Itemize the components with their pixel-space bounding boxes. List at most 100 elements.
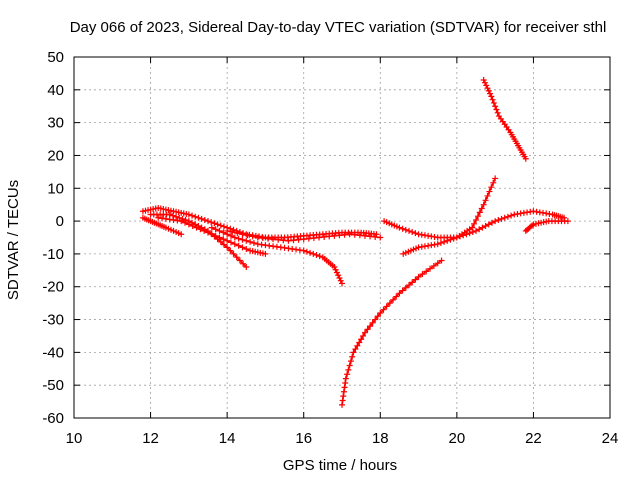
data-point-marker xyxy=(561,214,568,221)
data-point-marker xyxy=(488,93,495,100)
data-point-marker xyxy=(492,218,499,225)
data-point-marker xyxy=(495,216,502,223)
data-point-marker xyxy=(406,227,412,234)
plot-border xyxy=(73,56,611,419)
data-point-marker xyxy=(482,197,489,204)
data-point-marker xyxy=(189,223,196,230)
y-tick-label: 50 xyxy=(47,49,64,66)
data-point-marker xyxy=(201,227,208,234)
data-point-marker xyxy=(356,339,363,346)
data-point-marker xyxy=(402,226,409,233)
data-point-marker xyxy=(189,212,196,219)
data-point-marker xyxy=(485,87,492,94)
y-tick-label: -30 xyxy=(42,312,64,329)
data-point-marker xyxy=(345,366,352,373)
data-point-marker xyxy=(474,213,481,220)
data-point-marker xyxy=(205,229,211,236)
data-point-marker xyxy=(220,229,227,236)
data-point-marker xyxy=(364,326,371,333)
data-point-marker xyxy=(185,221,192,228)
x-tick-label: 16 xyxy=(295,430,312,447)
data-point-marker xyxy=(487,90,494,97)
series-line xyxy=(402,177,496,255)
data-point-marker xyxy=(295,236,302,243)
data-point-marker xyxy=(313,252,320,259)
series-arc-6 xyxy=(224,227,384,244)
data-point-marker xyxy=(450,235,457,242)
y-tick-label: -60 xyxy=(42,410,64,427)
data-point-marker xyxy=(489,96,496,103)
data-point-marker xyxy=(490,99,497,106)
data-point-marker xyxy=(406,282,412,289)
series-layer xyxy=(139,76,571,408)
data-point-marker xyxy=(492,103,499,110)
data-point-marker xyxy=(396,290,403,297)
data-point-marker xyxy=(231,234,238,241)
data-point-marker xyxy=(360,332,367,339)
data-point-marker xyxy=(212,226,219,233)
data-point-marker xyxy=(377,309,384,316)
data-point-marker xyxy=(235,242,242,249)
data-point-marker xyxy=(351,231,358,238)
series-arc-8 xyxy=(381,208,568,241)
y-axis-label: SDTVAR / TECUs xyxy=(5,180,22,300)
data-point-marker xyxy=(337,277,344,284)
data-point-marker xyxy=(352,346,359,353)
data-point-marker xyxy=(480,76,487,83)
data-point-marker xyxy=(217,222,224,229)
data-point-marker xyxy=(211,220,218,227)
data-point-marker xyxy=(339,280,345,287)
x-tick-label: 18 xyxy=(372,430,389,447)
data-point-marker xyxy=(326,233,333,240)
data-point-marker xyxy=(336,274,343,281)
data-point-marker xyxy=(208,219,215,226)
y-tick-label: -40 xyxy=(42,344,64,361)
data-point-marker xyxy=(227,232,234,239)
data-point-marker xyxy=(307,249,314,256)
data-point-marker xyxy=(380,306,387,313)
data-point-marker xyxy=(342,379,349,386)
y-tick-label: -20 xyxy=(42,279,64,296)
data-point-marker xyxy=(216,227,223,234)
data-point-marker xyxy=(303,248,310,255)
data-point-marker xyxy=(485,221,492,228)
data-point-marker xyxy=(249,233,256,240)
y-tick-label: 20 xyxy=(47,147,64,164)
data-point-marker xyxy=(481,79,488,86)
data-point-marker xyxy=(346,362,353,369)
data-point-marker xyxy=(339,401,345,408)
data-point-marker xyxy=(437,239,444,246)
data-point-marker xyxy=(192,213,199,220)
data-point-marker xyxy=(402,284,409,291)
x-tick-label: 10 xyxy=(66,430,83,447)
series-arc-9 xyxy=(400,175,499,257)
data-point-marker xyxy=(178,218,185,225)
plot-frame xyxy=(73,56,611,419)
data-point-marker xyxy=(478,205,485,212)
data-point-marker xyxy=(412,230,419,237)
data-point-marker xyxy=(201,216,208,223)
data-point-marker xyxy=(335,272,342,279)
data-point-marker xyxy=(316,234,323,241)
data-point-marker xyxy=(399,225,406,232)
data-point-marker xyxy=(208,231,215,238)
data-point-marker xyxy=(331,232,338,239)
data-point-marker xyxy=(346,231,353,238)
data-point-marker xyxy=(189,219,196,226)
data-point-marker xyxy=(214,221,221,228)
data-point-marker xyxy=(444,237,451,244)
series-arc-5 xyxy=(208,224,345,287)
data-point-marker xyxy=(377,234,384,241)
series-arc-10 xyxy=(522,218,571,234)
data-point-marker xyxy=(383,303,390,310)
data-point-marker xyxy=(339,397,346,404)
data-point-marker xyxy=(212,232,219,239)
data-point-marker xyxy=(390,296,397,303)
chart-title: Day 066 of 2023, Sidereal Day-to-day VTE… xyxy=(70,19,607,36)
data-point-marker xyxy=(484,192,491,199)
data-point-marker xyxy=(358,336,365,343)
y-tick-label: 0 xyxy=(56,213,64,230)
data-point-marker xyxy=(224,237,231,244)
data-point-marker xyxy=(216,234,223,241)
data-point-marker xyxy=(479,224,486,231)
